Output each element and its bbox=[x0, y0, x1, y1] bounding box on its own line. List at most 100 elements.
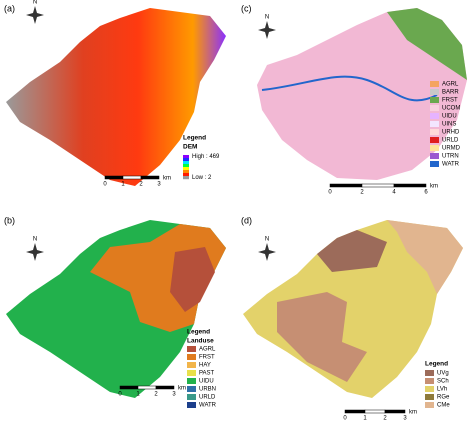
legend-gradient bbox=[183, 167, 189, 171]
legend-swatch bbox=[430, 89, 439, 95]
legend-label: CMe bbox=[437, 403, 450, 409]
scale-segment bbox=[119, 385, 139, 390]
landuse-agri bbox=[170, 247, 215, 312]
legend-swatch bbox=[187, 402, 196, 408]
legend-swatch bbox=[187, 370, 196, 376]
legend-swatch bbox=[430, 97, 439, 103]
scale-tick: 1 bbox=[136, 392, 140, 398]
scale-segment bbox=[393, 183, 427, 188]
scale-tick: 6 bbox=[424, 190, 428, 196]
soil-cme bbox=[387, 220, 463, 294]
scale-segment bbox=[155, 385, 175, 390]
legend-swatch bbox=[430, 129, 439, 135]
north-arrow bbox=[258, 243, 276, 261]
legend-label: AGRL bbox=[442, 82, 459, 88]
legend-label: FRST bbox=[442, 98, 458, 104]
dem-map bbox=[6, 8, 226, 186]
legend-swatch bbox=[425, 402, 434, 408]
legend-label: URBN bbox=[199, 387, 216, 393]
legend-swatch bbox=[430, 137, 439, 143]
scale-segment bbox=[344, 409, 366, 414]
legend-label: High : 469 bbox=[192, 154, 220, 160]
legend-swatch bbox=[425, 394, 434, 400]
scale-tick: 1 bbox=[363, 416, 367, 422]
legend-label: RGe bbox=[437, 395, 450, 401]
north-arrow bbox=[26, 243, 44, 261]
scale-tick: 0 bbox=[103, 182, 107, 188]
legend-swatch bbox=[425, 378, 434, 384]
legend-label: WATR bbox=[199, 403, 217, 409]
north-label: N bbox=[33, 237, 37, 243]
panel-label: (c) bbox=[241, 3, 252, 13]
legend-label: AGRL bbox=[199, 347, 216, 353]
legend-label: PAST bbox=[199, 371, 215, 377]
scale-segment bbox=[140, 175, 160, 180]
legend-subtitle: DEM bbox=[183, 144, 197, 151]
scale-segment bbox=[329, 183, 363, 188]
legend-gradient bbox=[183, 170, 189, 174]
legend-swatch bbox=[430, 105, 439, 111]
scale-segment bbox=[122, 175, 142, 180]
scale-tick: 0 bbox=[328, 190, 332, 196]
legend-label: URLD bbox=[199, 395, 216, 401]
scale-tick: 2 bbox=[139, 182, 143, 188]
scale-tick: 0 bbox=[343, 416, 347, 422]
legend-label: UIDU bbox=[199, 379, 214, 385]
scale-tick: 4 bbox=[392, 190, 396, 196]
scale-unit: km bbox=[178, 386, 186, 392]
map-panel: (c) N AGRL BARR FRST UCOM UIDU UINS URHD URLD URMD… bbox=[241, 3, 467, 196]
panel-label: (d) bbox=[241, 215, 252, 225]
legend-swatch bbox=[430, 161, 439, 167]
legend-gradient bbox=[183, 158, 189, 162]
legend-gradient bbox=[183, 164, 189, 168]
legend-label: FRST bbox=[199, 355, 215, 361]
legend-gradient bbox=[183, 173, 189, 177]
legend-title: Legend bbox=[425, 361, 448, 368]
legend-label: UCOM bbox=[442, 106, 460, 112]
legend-swatch bbox=[430, 153, 439, 159]
legend-swatch bbox=[430, 81, 439, 87]
legend-label: UVg bbox=[437, 371, 449, 377]
legend-gradient bbox=[183, 161, 189, 165]
legend-swatch bbox=[187, 378, 196, 384]
legend-gradient bbox=[183, 155, 189, 159]
north-label: N bbox=[265, 237, 269, 243]
panel-label: (b) bbox=[4, 215, 15, 225]
north-arrow bbox=[258, 21, 276, 39]
legend-label: LVh bbox=[437, 387, 447, 393]
scale-unit: km bbox=[409, 410, 417, 416]
legend-label: Low : 2 bbox=[192, 175, 212, 181]
legend-title: Legend bbox=[183, 135, 206, 142]
legend-swatch bbox=[430, 145, 439, 151]
soil-map bbox=[243, 220, 463, 398]
legend-label: BARR bbox=[442, 90, 459, 96]
scale-segment bbox=[361, 183, 395, 188]
north-label: N bbox=[33, 0, 37, 6]
river bbox=[261, 75, 438, 102]
legend-title: Legend bbox=[187, 329, 210, 336]
scale-tick: 3 bbox=[157, 182, 161, 188]
legend-label: UTRN bbox=[442, 154, 459, 160]
legend-swatch bbox=[430, 121, 439, 127]
legend-swatch bbox=[430, 113, 439, 119]
scale-tick: 2 bbox=[383, 416, 387, 422]
legend-label: UIDU bbox=[442, 114, 457, 120]
legend-swatch bbox=[187, 386, 196, 392]
legend-gradient bbox=[183, 176, 189, 180]
soil-uvg bbox=[317, 230, 387, 272]
legend-swatch bbox=[187, 362, 196, 368]
scale-segment bbox=[384, 409, 406, 414]
map-panel: (a) N Legend DEM High : 469 Low : 2 0 1 2 3km bbox=[4, 0, 226, 188]
map-panel: (b) N Legend Landuse AGRL FRST HAY PAST UIDU URBN… bbox=[4, 215, 226, 409]
scale-tick: 2 bbox=[154, 392, 158, 398]
scale-tick: 0 bbox=[118, 392, 122, 398]
scale-unit: km bbox=[430, 184, 438, 190]
landuse-forest bbox=[387, 8, 467, 80]
panel-label: (a) bbox=[4, 3, 15, 13]
scale-tick: 1 bbox=[121, 182, 125, 188]
legend-label: URHD bbox=[442, 130, 460, 136]
scale-tick: 3 bbox=[403, 416, 407, 422]
legend-swatch bbox=[187, 354, 196, 360]
legend-label: HAY bbox=[199, 363, 211, 369]
